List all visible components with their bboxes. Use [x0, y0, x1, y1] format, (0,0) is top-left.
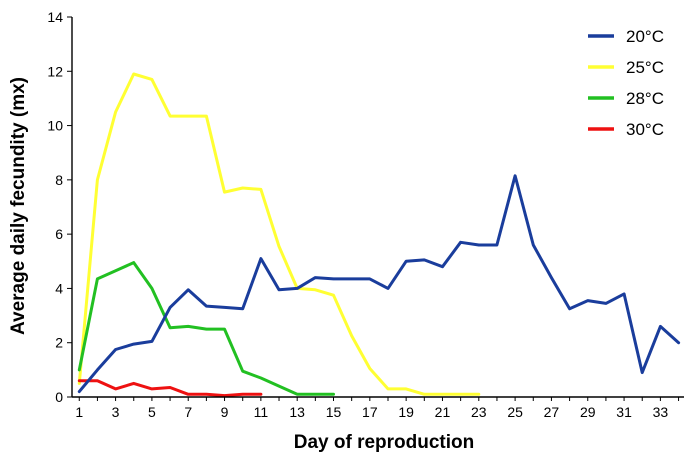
x-tick-label: 3 [112, 404, 120, 420]
x-tick-label: 9 [221, 404, 229, 420]
series-line-20c [77, 174, 681, 394]
y-tick-label: 6 [55, 226, 63, 242]
x-tick-label: 27 [544, 404, 560, 420]
x-tick-label: 23 [471, 404, 487, 420]
x-tick-label: 29 [580, 404, 596, 420]
x-tick-label: 1 [75, 404, 83, 420]
series-layer [77, 72, 681, 398]
x-tick-label: 5 [148, 404, 156, 420]
y-ticks: 0 2 4 6 8 10 12 14 [47, 9, 72, 405]
x-tick-label: 15 [326, 404, 342, 420]
legend-label: 30°C [626, 120, 664, 139]
y-tick-label: 2 [55, 335, 63, 351]
legend-label: 28°C [626, 89, 664, 108]
y-tick-label: 8 [55, 172, 63, 188]
y-tick-label: 12 [47, 63, 63, 79]
y-axis-title: Average daily fecundity (mx) [8, 77, 29, 335]
series-line-30c [77, 379, 263, 398]
x-tick-label: 13 [289, 404, 305, 420]
series-line-28c [77, 261, 335, 396]
y-tick-label: 4 [55, 280, 63, 296]
y-tick-label: 10 [47, 118, 63, 134]
series-line-25c [77, 72, 481, 396]
x-tick-label: 33 [653, 404, 669, 420]
x-tick-label: 25 [507, 404, 523, 420]
legend-label: 20°C [626, 27, 664, 46]
y-tick-label: 0 [55, 389, 63, 405]
x-axis-title: Day of reproduction [294, 432, 475, 453]
y-tick-label: 14 [47, 9, 63, 25]
x-tick-label: 31 [616, 404, 632, 420]
x-tick-label: 17 [362, 404, 378, 420]
x-tick-label: 11 [254, 404, 269, 420]
x-ticks: 1 3 5 7 9 11 13 15 17 19 21 23 25 27 29 31 33 [75, 397, 680, 420]
x-tick-label: 21 [435, 404, 451, 420]
x-tick-label: 7 [184, 404, 192, 420]
legend: 20°C 25°C 28°C 30°C [588, 27, 664, 139]
x-tick-label: 19 [398, 404, 414, 420]
legend-label: 25°C [626, 58, 664, 77]
